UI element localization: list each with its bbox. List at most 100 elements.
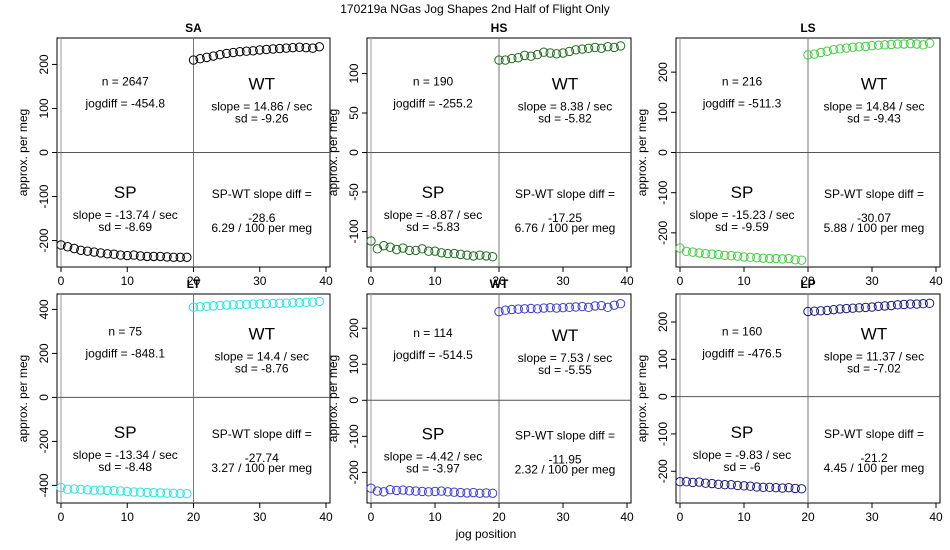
data-point <box>288 298 298 308</box>
data-point <box>899 39 909 49</box>
wt-sd-label: sd = -9.43 <box>847 111 901 125</box>
data-point <box>899 299 909 310</box>
data-point <box>366 236 376 246</box>
data-point <box>89 247 99 257</box>
data-point <box>564 46 575 57</box>
data-point <box>828 44 839 55</box>
data-point <box>860 302 871 313</box>
data-point <box>816 306 826 316</box>
data-point <box>924 38 935 48</box>
sp-label: SP <box>422 425 445 444</box>
data-point <box>96 485 106 495</box>
data-point <box>487 252 498 262</box>
data-point <box>109 485 119 496</box>
data-point <box>675 477 685 487</box>
data-point <box>82 485 93 495</box>
data-point <box>129 487 139 497</box>
data-point <box>385 242 395 252</box>
y-axis-label: approx. per meg <box>635 109 649 196</box>
data-point <box>892 39 903 49</box>
wt-label: WT <box>552 74 578 93</box>
data-point <box>135 251 146 261</box>
data-point <box>892 300 903 310</box>
data-point <box>115 486 126 496</box>
y-tick-label: -100 <box>656 180 670 204</box>
data-point <box>76 484 86 495</box>
y-tick-label: -100 <box>347 219 361 243</box>
data-point <box>449 487 459 497</box>
data-point <box>208 51 219 61</box>
data-point <box>848 303 858 313</box>
data-point <box>162 252 172 262</box>
sp-slope-label: slope = -13.34 / sec <box>73 448 178 462</box>
data-point <box>314 296 325 307</box>
data-point <box>732 251 743 261</box>
y-tick-label: 100 <box>656 349 670 369</box>
sp-slope-label: slope = -13.74 / sec <box>73 208 178 222</box>
sp-label: SP <box>114 183 137 202</box>
data-point <box>577 301 587 312</box>
data-point <box>494 306 504 317</box>
data-point <box>102 485 113 496</box>
y-tick-label: 400 <box>37 299 51 319</box>
y-tick-label: 0 <box>37 394 51 401</box>
data-point <box>308 43 318 53</box>
y-tick-label: 200 <box>656 62 670 82</box>
data-point <box>76 245 86 255</box>
y-tick-label: -100 <box>37 184 51 208</box>
data-point <box>583 302 594 313</box>
data-point <box>790 255 800 265</box>
data-point <box>854 42 864 52</box>
data-point <box>720 250 730 261</box>
x-tick-label: 40 <box>620 274 634 288</box>
y-tick-label: 100 <box>37 98 51 118</box>
data-point <box>274 43 285 54</box>
data-point <box>449 248 459 259</box>
data-point <box>726 251 736 261</box>
slope-diff-title: SP-WT slope diff = <box>515 429 615 443</box>
data-point <box>366 483 376 493</box>
data-point <box>835 304 845 314</box>
jogdiff-label: jogdiff = -454.8 <box>84 96 165 110</box>
y-tick-label: 50 <box>347 106 361 120</box>
data-point <box>816 47 826 58</box>
data-point <box>281 43 291 53</box>
data-point <box>455 249 466 260</box>
y-tick-label: 200 <box>347 318 361 338</box>
y-tick-label: 0 <box>37 149 51 156</box>
slope-diff-per-meg: 3.27 / 100 per meg <box>211 461 312 475</box>
data-point <box>462 250 472 260</box>
data-point <box>713 479 724 490</box>
data-point <box>62 242 73 252</box>
data-point <box>745 252 756 263</box>
data-point <box>372 244 383 254</box>
wt-label: WT <box>552 326 578 345</box>
data-point <box>423 246 434 256</box>
sp-label: SP <box>422 183 445 202</box>
data-point <box>513 53 523 63</box>
data-point <box>102 249 113 259</box>
y-tick-label: 0 <box>347 397 361 404</box>
data-point <box>803 50 813 60</box>
sp-sd-label: sd = -3.97 <box>406 462 460 476</box>
data-point <box>924 298 935 309</box>
data-point <box>519 304 530 314</box>
data-point <box>411 245 421 256</box>
data-point <box>69 243 79 254</box>
data-point <box>822 46 832 56</box>
data-point <box>391 485 402 496</box>
data-point <box>155 251 166 262</box>
x-tick-label: 0 <box>677 274 684 288</box>
count-label: n = 75 <box>108 325 142 339</box>
data-point <box>69 484 79 494</box>
data-point <box>221 300 232 310</box>
panel-title: SA <box>185 21 202 35</box>
data-point <box>255 299 265 309</box>
data-point <box>551 303 562 313</box>
data-point <box>784 482 794 493</box>
x-tick-label: 30 <box>556 510 570 524</box>
data-point <box>241 46 252 56</box>
chart-panel-sa: SA 0 10 20 30 40 -200 -100 0 100 200 approx. per me… <box>16 21 333 288</box>
data-point <box>918 299 928 309</box>
